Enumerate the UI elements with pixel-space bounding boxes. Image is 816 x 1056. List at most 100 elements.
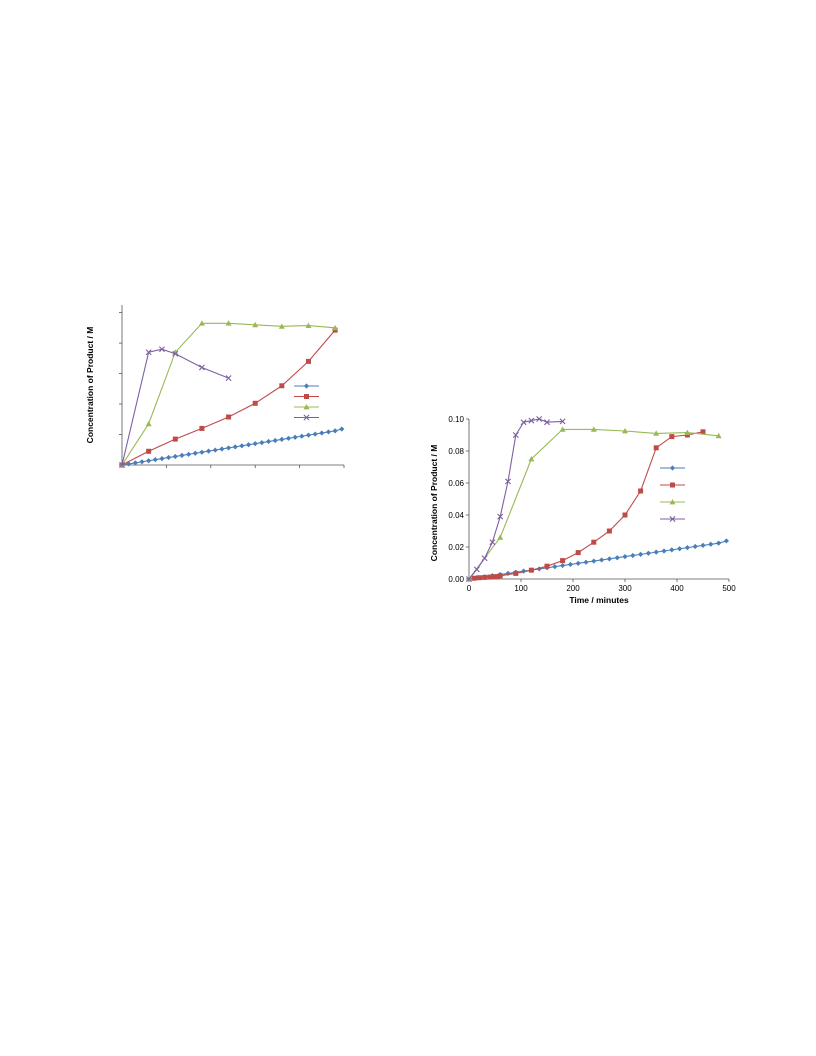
- data-point: [559, 418, 566, 425]
- data-point: [606, 528, 612, 534]
- data-point: [245, 442, 252, 448]
- data-point: [723, 538, 729, 544]
- series-line: [121, 322, 336, 466]
- data-point: [166, 454, 172, 461]
- data-point: [591, 558, 597, 564]
- data-point: [252, 441, 258, 447]
- data-point: [186, 451, 192, 457]
- data-point: [669, 547, 675, 553]
- data-point: [606, 556, 612, 562]
- legend-marker: [669, 499, 676, 505]
- data-point: [252, 321, 259, 328]
- data-point: [259, 440, 265, 446]
- data-point: [292, 434, 298, 440]
- data-point: [560, 558, 566, 564]
- data-point: [653, 549, 659, 555]
- data-point: [528, 567, 534, 573]
- data-point: [473, 566, 480, 573]
- y-tick-label: 0.10: [448, 415, 464, 424]
- data-point: [279, 436, 285, 442]
- data-point: [339, 426, 345, 432]
- data-point: [476, 575, 482, 581]
- data-point: [482, 574, 488, 580]
- data-point: [225, 320, 232, 326]
- data-point: [278, 323, 285, 329]
- data-point: [172, 350, 179, 357]
- legend-marker: [669, 516, 676, 522]
- y-tick-label: 0.08: [448, 447, 464, 456]
- data-point: [669, 434, 675, 440]
- x-tick-label: 100: [514, 584, 528, 593]
- data-point: [146, 448, 152, 454]
- data-point: [158, 346, 165, 353]
- chart-left: Concentration of Product / M: [85, 305, 345, 468]
- y-tick-label: 0.06: [448, 479, 464, 488]
- data-point: [630, 552, 636, 559]
- legend-marker: [304, 394, 309, 399]
- data-point: [497, 513, 504, 520]
- data-point: [471, 575, 477, 581]
- data-point: [145, 420, 152, 427]
- data-point: [205, 448, 212, 454]
- x-axis-label: Time / minutes: [569, 595, 629, 605]
- data-point: [583, 559, 589, 565]
- data-point: [279, 383, 285, 389]
- data-point: [560, 562, 566, 569]
- data-point: [132, 460, 138, 466]
- data-point: [239, 443, 245, 449]
- data-point: [272, 437, 278, 444]
- data-point: [638, 488, 644, 494]
- data-point: [622, 428, 628, 434]
- data-point: [146, 458, 152, 464]
- legend-marker: [669, 465, 676, 471]
- data-point: [552, 564, 558, 570]
- data-point: [172, 453, 178, 460]
- legend-marker: [303, 414, 310, 421]
- data-point: [305, 358, 311, 364]
- data-point: [692, 543, 698, 550]
- data-point: [599, 557, 605, 563]
- y-axis-label: Concentration of Product / M: [429, 445, 439, 562]
- data-point: [305, 432, 312, 438]
- data-point: [199, 449, 205, 455]
- data-point: [661, 548, 667, 554]
- y-tick-label: 0.00: [448, 575, 464, 584]
- data-point: [179, 452, 185, 458]
- data-point: [684, 429, 691, 435]
- data-point: [614, 555, 620, 561]
- data-point: [159, 456, 165, 462]
- data-point: [299, 433, 305, 439]
- legend-marker: [303, 404, 310, 410]
- data-point: [305, 322, 312, 328]
- data-point: [700, 429, 706, 435]
- series-line: [468, 540, 727, 580]
- data-point: [575, 560, 581, 566]
- data-point: [152, 457, 158, 463]
- series-line: [468, 428, 719, 580]
- data-point: [285, 435, 292, 441]
- data-point: [492, 574, 498, 580]
- data-point: [512, 432, 519, 438]
- data-point: [497, 534, 504, 540]
- data-point: [684, 545, 690, 551]
- data-point: [489, 539, 496, 546]
- data-point: [219, 446, 225, 452]
- data-point: [139, 459, 145, 465]
- data-point: [487, 574, 493, 580]
- data-point: [590, 426, 597, 432]
- data-point: [212, 447, 218, 453]
- data-point: [653, 430, 660, 436]
- data-point: [677, 546, 683, 552]
- data-point: [645, 550, 651, 556]
- data-point: [559, 426, 566, 432]
- data-point: [489, 574, 495, 580]
- data-point: [575, 550, 581, 556]
- data-point: [145, 349, 152, 356]
- data-point: [252, 400, 258, 406]
- data-point: [653, 445, 659, 451]
- data-point: [325, 429, 332, 435]
- data-point: [708, 541, 714, 547]
- data-point: [312, 431, 318, 437]
- data-point: [715, 432, 722, 439]
